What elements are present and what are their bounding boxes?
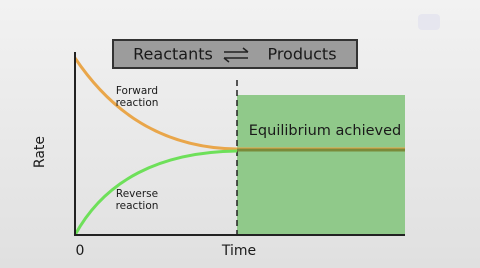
y-axis-label: Rate — [32, 136, 48, 168]
header-right: Products — [267, 45, 336, 64]
x-axis-label: Time — [221, 243, 256, 259]
origin-label: 0 — [76, 243, 85, 259]
header-box — [112, 39, 358, 69]
forward-label: Forward — [116, 85, 158, 97]
logo — [418, 14, 440, 30]
reverse-label: Reverse — [116, 188, 158, 200]
reverse-curve — [73, 149, 238, 236]
equilibrium-arrows — [223, 47, 249, 63]
equilibrium-region — [237, 95, 405, 235]
header-left: Reactants — [133, 45, 213, 64]
forward-label: reaction — [116, 97, 159, 109]
reverse-label: reaction — [116, 200, 159, 212]
forward-curve — [73, 57, 405, 151]
equilibrium-label: Equilibrium achieved — [249, 123, 401, 139]
